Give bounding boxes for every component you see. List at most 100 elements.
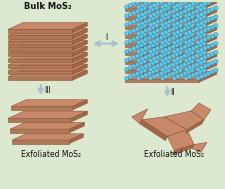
- Polygon shape: [72, 34, 87, 45]
- Circle shape: [190, 37, 195, 42]
- Circle shape: [177, 15, 182, 19]
- Polygon shape: [11, 100, 87, 106]
- Polygon shape: [10, 129, 69, 133]
- Circle shape: [142, 59, 146, 64]
- Circle shape: [177, 33, 182, 37]
- Circle shape: [213, 0, 217, 1]
- Circle shape: [148, 67, 152, 71]
- Circle shape: [194, 18, 198, 22]
- Circle shape: [182, 53, 186, 58]
- Circle shape: [202, 19, 207, 24]
- Polygon shape: [8, 41, 72, 45]
- Circle shape: [150, 34, 154, 38]
- Circle shape: [154, 33, 158, 37]
- Polygon shape: [12, 140, 69, 143]
- Circle shape: [143, 37, 147, 42]
- Circle shape: [162, 0, 166, 3]
- Circle shape: [158, 71, 163, 76]
- Circle shape: [138, 70, 143, 74]
- Polygon shape: [167, 130, 193, 150]
- Polygon shape: [8, 59, 72, 62]
- Polygon shape: [8, 29, 87, 35]
- Circle shape: [160, 49, 164, 54]
- Circle shape: [201, 68, 205, 72]
- Circle shape: [178, 73, 183, 77]
- Circle shape: [167, 64, 171, 68]
- Circle shape: [146, 27, 151, 31]
- Circle shape: [160, 5, 164, 9]
- Polygon shape: [124, 27, 216, 35]
- Circle shape: [189, 0, 194, 1]
- Circle shape: [151, 30, 156, 34]
- Circle shape: [197, 34, 202, 38]
- Polygon shape: [124, 36, 216, 44]
- Circle shape: [158, 0, 163, 4]
- Polygon shape: [172, 145, 193, 154]
- Circle shape: [162, 43, 166, 47]
- Circle shape: [175, 57, 179, 61]
- Circle shape: [163, 21, 167, 25]
- Circle shape: [206, 62, 210, 67]
- Circle shape: [189, 6, 194, 10]
- Circle shape: [174, 0, 178, 3]
- Circle shape: [167, 55, 171, 59]
- Text: I: I: [104, 33, 107, 42]
- Polygon shape: [141, 117, 186, 137]
- Polygon shape: [124, 44, 216, 53]
- Circle shape: [136, 14, 140, 18]
- Circle shape: [150, 43, 154, 47]
- Circle shape: [197, 52, 202, 56]
- Circle shape: [198, 48, 203, 52]
- Circle shape: [174, 34, 178, 38]
- Circle shape: [131, 2, 135, 6]
- Circle shape: [131, 73, 135, 77]
- Circle shape: [178, 2, 183, 6]
- Circle shape: [154, 15, 158, 19]
- Circle shape: [171, 5, 176, 9]
- Circle shape: [142, 41, 146, 46]
- Circle shape: [174, 16, 178, 21]
- Polygon shape: [8, 70, 87, 77]
- Circle shape: [198, 39, 203, 43]
- Circle shape: [131, 11, 135, 15]
- Circle shape: [160, 23, 164, 27]
- Circle shape: [151, 21, 156, 25]
- Circle shape: [213, 6, 217, 10]
- Circle shape: [150, 52, 154, 56]
- Circle shape: [148, 32, 152, 36]
- Circle shape: [158, 62, 163, 67]
- Circle shape: [135, 62, 139, 67]
- Polygon shape: [8, 71, 72, 74]
- Circle shape: [189, 50, 194, 55]
- Circle shape: [131, 37, 135, 42]
- Circle shape: [174, 7, 178, 12]
- Circle shape: [140, 66, 144, 70]
- Circle shape: [167, 2, 171, 6]
- Polygon shape: [8, 52, 87, 59]
- Circle shape: [187, 3, 191, 8]
- Circle shape: [151, 48, 156, 52]
- Circle shape: [158, 53, 163, 58]
- Circle shape: [197, 70, 202, 74]
- Circle shape: [187, 30, 191, 34]
- Circle shape: [198, 66, 203, 70]
- Polygon shape: [124, 18, 216, 26]
- Circle shape: [160, 76, 164, 80]
- Circle shape: [189, 15, 194, 19]
- Circle shape: [201, 41, 205, 46]
- Circle shape: [189, 68, 194, 72]
- Circle shape: [206, 53, 210, 58]
- Circle shape: [195, 40, 199, 45]
- Circle shape: [150, 16, 154, 21]
- Circle shape: [143, 64, 147, 68]
- Circle shape: [213, 68, 217, 72]
- Circle shape: [155, 11, 159, 15]
- Circle shape: [167, 46, 171, 50]
- Circle shape: [201, 0, 205, 1]
- Circle shape: [146, 9, 151, 13]
- Circle shape: [178, 46, 183, 50]
- Circle shape: [136, 58, 140, 63]
- Circle shape: [162, 25, 166, 29]
- Circle shape: [178, 11, 183, 15]
- Circle shape: [197, 7, 202, 12]
